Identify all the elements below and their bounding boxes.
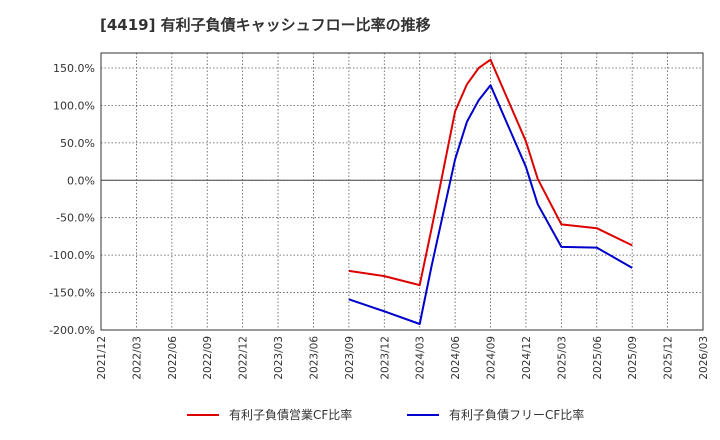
y-tick-label: -100.0% [49,249,95,262]
legend: 有利子負債営業CF比率 有利子負債フリーCF比率 [187,407,584,422]
y-tick-label: 150.0% [53,62,95,75]
x-tick-label: 2024/06 [450,336,462,380]
gridlines [100,53,704,331]
y-tick-label: -150.0% [49,287,95,300]
x-tick-label: 2023/03 [273,336,285,380]
plot-frame [100,52,704,331]
legend-label-2: 有利子負債フリーCF比率 [449,407,584,422]
x-tick-label: 2025/09 [627,336,639,380]
x-tick-label: 2026/03 [698,336,710,380]
legend-label-1: 有利子負債営業CF比率 [229,407,352,422]
y-tick-label: -50.0% [56,212,95,225]
x-tick-label: 2024/12 [521,336,533,380]
x-tick-label: 2022/03 [131,336,143,380]
x-tick-label: 2025/12 [663,336,675,380]
x-tick-label: 2022/06 [167,336,179,380]
series-line-1 [348,58,633,287]
y-tick-label: 100.0% [53,99,95,112]
x-tick-label: 2023/09 [344,336,356,380]
x-tick-label: 2022/12 [238,336,250,380]
series-lines [348,58,633,325]
y-tick-label: -200.0% [49,324,95,337]
x-tick-label: 2021/12 [96,336,108,380]
x-tick-label: 2023/12 [379,336,391,380]
x-tick-label: 2022/09 [202,336,214,380]
axes: 150.0% 100.0% 50.0% 0.0% -50.0% -100.0% -150.0… [49,52,710,380]
y-tick-label: 0.0% [67,174,95,187]
y-tick-label: 50.0% [60,137,95,150]
x-tick-label: 2023/06 [308,336,320,380]
x-tick-label: 2025/03 [556,336,568,380]
series-line-2 [348,84,633,325]
x-tick-label: 2024/03 [415,336,427,380]
chart-title: [4419] 有利子負債キャッシュフロー比率の推移 [100,16,431,34]
x-tick-label: 2024/09 [486,336,498,380]
x-tick-label: 2025/06 [592,336,604,380]
